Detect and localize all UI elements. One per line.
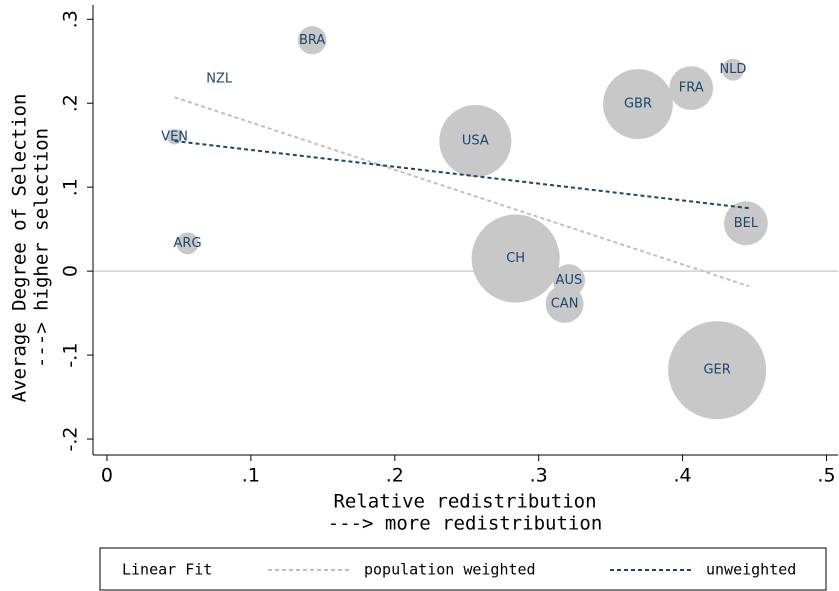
x-tick-label: .3 bbox=[530, 465, 548, 487]
bubble bbox=[723, 201, 768, 246]
x-axis-subtitle: ---> more redistribution bbox=[328, 513, 603, 535]
point-label: USA bbox=[462, 134, 489, 149]
bubble bbox=[471, 214, 560, 303]
x-tick-label: 0 bbox=[101, 465, 113, 487]
bubble bbox=[298, 26, 327, 55]
legend-label: population weighted bbox=[364, 561, 536, 579]
point-label: GER bbox=[703, 363, 730, 378]
legend-title: Linear Fit bbox=[122, 561, 212, 579]
point-label: GBR bbox=[624, 97, 652, 112]
fit-line bbox=[174, 96, 750, 288]
y-axis-subtitle: ---> higher selection bbox=[31, 128, 53, 368]
point-label: NLD bbox=[719, 62, 746, 77]
y-tick-label: .3 bbox=[60, 10, 82, 28]
point-label: CAN bbox=[551, 296, 579, 311]
point-label: BEL bbox=[734, 216, 759, 231]
x-tick-label: .1 bbox=[242, 465, 260, 487]
point-label: NZL bbox=[206, 71, 233, 86]
point-label: AUS bbox=[556, 273, 583, 288]
bubble bbox=[176, 232, 199, 255]
point-label: FRA bbox=[679, 81, 704, 96]
x-axis-title: Relative redistribution bbox=[333, 491, 596, 513]
legend-label: unweighted bbox=[706, 561, 796, 579]
y-tick-label: .2 bbox=[60, 94, 82, 112]
bubble bbox=[669, 66, 714, 111]
y-axis-title: Average Degree of Selection bbox=[9, 94, 31, 403]
y-tick-label: -.1 bbox=[60, 343, 82, 368]
x-tick-label: .5 bbox=[817, 465, 835, 487]
y-tick-label: .1 bbox=[60, 178, 82, 196]
legend-box bbox=[99, 547, 827, 591]
bubble bbox=[545, 284, 584, 323]
x-tick-label: .2 bbox=[386, 465, 404, 487]
point-label: ARG bbox=[174, 236, 202, 251]
point-label: CH bbox=[506, 251, 525, 266]
bubble bbox=[668, 321, 767, 420]
y-tick-label: -.2 bbox=[60, 427, 82, 452]
fit-line bbox=[174, 140, 749, 210]
bubble bbox=[603, 69, 673, 139]
bubble bbox=[721, 58, 744, 81]
bubble bbox=[439, 104, 512, 178]
x-tick-label: .4 bbox=[674, 465, 692, 487]
point-label: VEN bbox=[161, 129, 188, 144]
y-tick-label: 0 bbox=[60, 265, 82, 277]
point-label: BRA bbox=[299, 33, 325, 48]
